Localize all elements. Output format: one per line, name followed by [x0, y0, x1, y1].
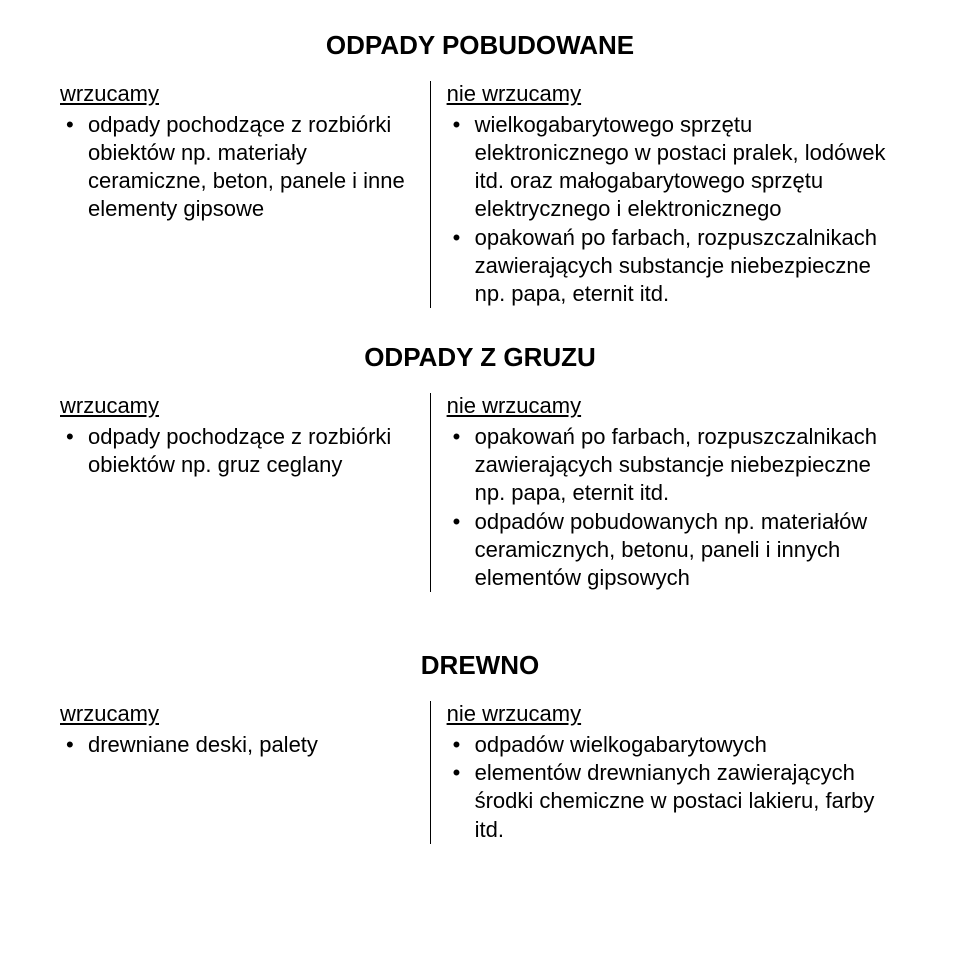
section-body: wrzucamy drewniane deski, palety nie wrz…: [60, 701, 900, 844]
left-list: odpady pochodzące z rozbiórki obiektów n…: [60, 423, 414, 479]
list-item: odpady pochodzące z rozbiórki obiektów n…: [60, 111, 414, 224]
left-header: wrzucamy: [60, 701, 414, 727]
right-list: wielkogabarytowego sprzętu elektroniczne…: [447, 111, 900, 308]
spacer: [60, 308, 900, 332]
left-column: wrzucamy drewniane deski, palety: [60, 701, 430, 844]
left-column: wrzucamy odpady pochodzące z rozbiórki o…: [60, 81, 430, 308]
right-header: nie wrzucamy: [447, 81, 900, 107]
right-header: nie wrzucamy: [447, 701, 900, 727]
right-column: nie wrzucamy wielkogabarytowego sprzętu …: [430, 81, 900, 308]
list-item: wielkogabarytowego sprzętu elektroniczne…: [447, 111, 900, 224]
spacer: [60, 616, 900, 640]
right-header: nie wrzucamy: [447, 393, 900, 419]
section-title: DREWNO: [60, 650, 900, 681]
section-body: wrzucamy odpady pochodzące z rozbiórki o…: [60, 81, 900, 308]
list-item: opakowań po farbach, rozpuszczalnikach z…: [447, 224, 900, 308]
right-list: odpadów wielkogabarytowych elementów dre…: [447, 731, 900, 844]
left-list: drewniane deski, palety: [60, 731, 414, 759]
right-column: nie wrzucamy odpadów wielkogabarytowych …: [430, 701, 900, 844]
right-list: opakowań po farbach, rozpuszczalnikach z…: [447, 423, 900, 592]
list-item: odpadów pobudowanych np. materiałów cera…: [447, 508, 900, 592]
list-item: opakowań po farbach, rozpuszczalnikach z…: [447, 423, 900, 507]
list-item: odpadów wielkogabarytowych: [447, 731, 900, 759]
left-list: odpady pochodzące z rozbiórki obiektów n…: [60, 111, 414, 224]
left-header: wrzucamy: [60, 81, 414, 107]
right-column: nie wrzucamy opakowań po farbach, rozpus…: [430, 393, 900, 592]
list-item: elementów drewnianych zawierających środ…: [447, 759, 900, 843]
list-item: odpady pochodzące z rozbiórki obiektów n…: [60, 423, 414, 479]
section-body: wrzucamy odpady pochodzące z rozbiórki o…: [60, 393, 900, 592]
left-header: wrzucamy: [60, 393, 414, 419]
spacer: [60, 592, 900, 616]
left-column: wrzucamy odpady pochodzące z rozbiórki o…: [60, 393, 430, 592]
list-item: drewniane deski, palety: [60, 731, 414, 759]
section-title: ODPADY Z GRUZU: [60, 342, 900, 373]
section-title: ODPADY POBUDOWANE: [60, 30, 900, 61]
